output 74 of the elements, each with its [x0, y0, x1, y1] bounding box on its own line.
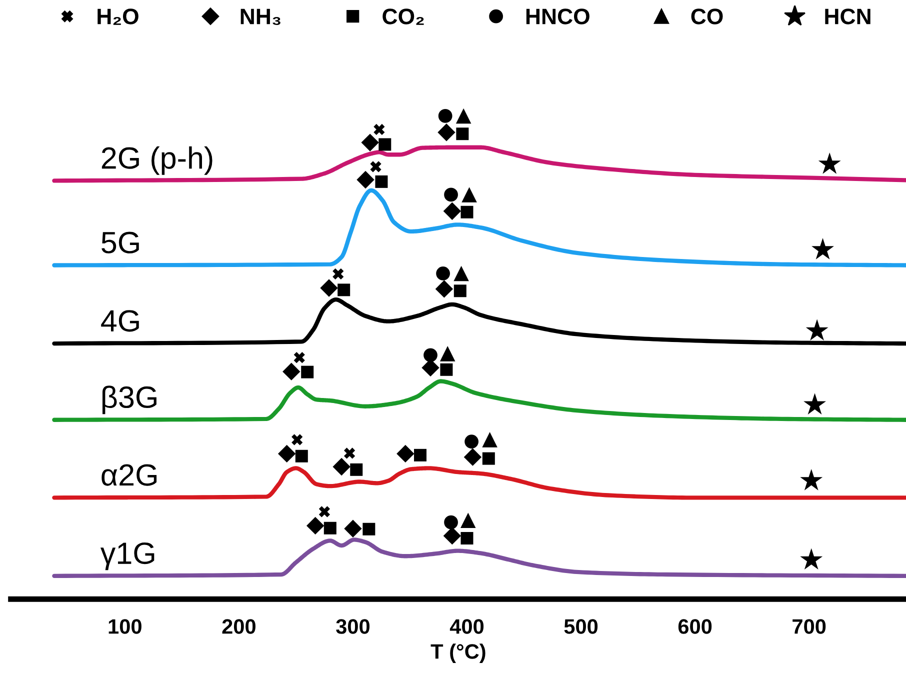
point	[414, 448, 426, 462]
point	[464, 448, 482, 466]
series-label: β3G	[102, 386, 156, 414]
point	[294, 352, 305, 364]
point	[278, 444, 296, 463]
point	[301, 366, 314, 378]
x-tick-label: 200	[222, 619, 256, 634]
point	[320, 279, 338, 297]
series-label: 2G (p-h)	[102, 146, 212, 175]
series-label: 5G	[102, 232, 139, 254]
point	[800, 468, 823, 490]
point	[396, 444, 414, 463]
point	[375, 175, 388, 188]
point	[456, 108, 472, 124]
point	[324, 522, 336, 534]
legend-label: NH₃	[240, 8, 280, 25]
point	[440, 363, 453, 376]
point	[818, 152, 841, 174]
x-axis-title: T (°C)	[430, 644, 486, 663]
point	[456, 128, 469, 140]
series-label: α2G	[102, 464, 157, 486]
point	[438, 124, 456, 142]
point	[443, 527, 462, 545]
point	[482, 452, 495, 465]
point	[295, 450, 308, 462]
point	[464, 434, 478, 449]
point	[306, 516, 324, 535]
legend-label: CO	[691, 8, 723, 24]
x-tick-label: 500	[564, 619, 598, 634]
legend-label: CO₂	[382, 8, 424, 25]
point	[460, 512, 476, 528]
point	[806, 319, 828, 341]
legend-label: HCN	[825, 8, 870, 24]
point	[462, 187, 477, 202]
point	[800, 548, 823, 570]
point	[454, 266, 469, 282]
point	[812, 238, 834, 260]
x-tick-label: 400	[450, 619, 484, 634]
point	[460, 206, 474, 218]
point	[282, 362, 300, 380]
point	[344, 520, 362, 538]
point	[443, 202, 462, 220]
point	[338, 284, 350, 296]
x-tick-label: 100	[108, 619, 142, 634]
point	[378, 138, 392, 151]
point	[332, 268, 344, 280]
point	[374, 124, 385, 136]
point	[362, 522, 376, 536]
point	[435, 280, 454, 298]
point	[460, 532, 474, 545]
x-tick-label: 600	[678, 619, 712, 634]
point	[356, 170, 374, 189]
x-tick-label: 700	[792, 619, 826, 634]
series-label: γ1G	[100, 542, 154, 570]
point	[332, 458, 350, 476]
legend-label: HNCO	[526, 8, 590, 24]
legend-label: H₂O	[98, 8, 138, 25]
point	[361, 134, 379, 152]
point	[804, 393, 826, 414]
x-tick-label: 300	[336, 619, 370, 634]
point	[436, 266, 450, 280]
point	[350, 463, 363, 476]
point	[444, 515, 458, 530]
point	[370, 161, 382, 172]
point	[438, 109, 452, 123]
point	[482, 432, 498, 448]
point	[440, 346, 456, 362]
series-label: 4G	[101, 310, 139, 332]
point	[444, 188, 458, 202]
point	[292, 434, 303, 446]
point	[344, 448, 356, 459]
point	[318, 506, 330, 518]
point	[424, 348, 438, 362]
point	[454, 284, 466, 298]
